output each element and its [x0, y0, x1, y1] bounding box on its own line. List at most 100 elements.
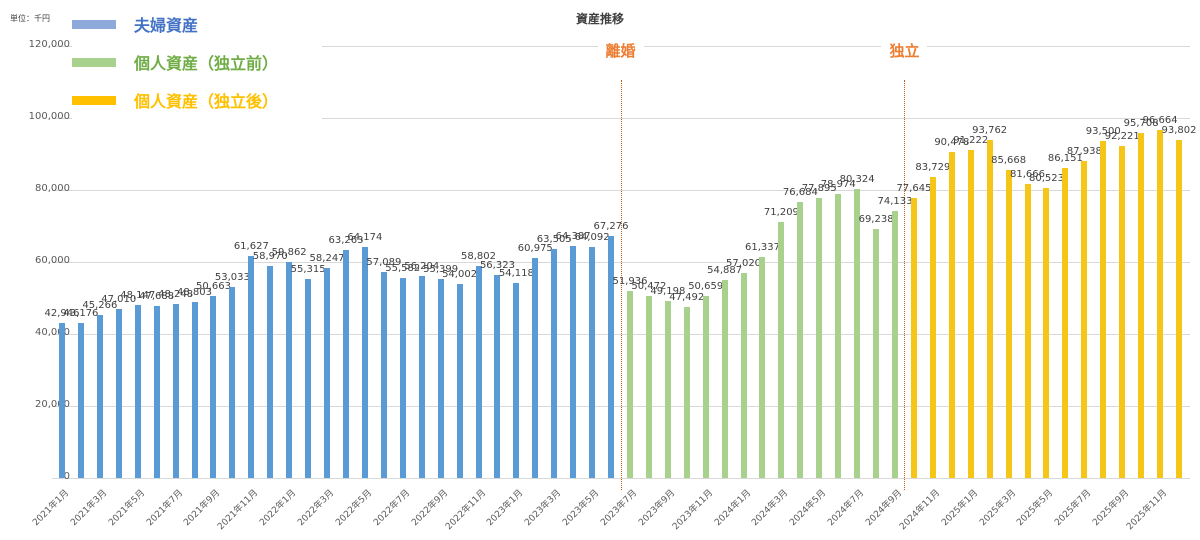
event-divider-line	[904, 80, 906, 490]
bar	[759, 257, 766, 478]
data-label: 54,887	[707, 265, 743, 277]
bar	[1043, 188, 1050, 478]
data-label: 64,092	[574, 232, 610, 244]
data-label: 56,323	[479, 260, 515, 272]
data-label: 85,668	[991, 154, 1027, 166]
y-tick-label: 120,000	[28, 39, 70, 50]
bar	[532, 258, 539, 478]
data-label: 81,666	[1010, 169, 1046, 180]
data-label: 54,002	[442, 268, 478, 280]
data-label: 96,664	[1142, 115, 1178, 126]
data-label: 48,248	[158, 289, 194, 301]
bar	[115, 308, 122, 478]
data-label: 93,762	[972, 125, 1008, 137]
data-label: 50,472	[631, 281, 667, 293]
bar	[740, 272, 747, 478]
unit-label: 単位：千円	[10, 14, 50, 23]
data-label: 90,478	[934, 137, 970, 149]
bar	[967, 149, 974, 478]
bar	[361, 246, 368, 478]
data-label: 83,729	[915, 161, 951, 173]
data-label: 58,802	[461, 251, 496, 263]
data-label: 57,089	[366, 257, 402, 269]
bar	[342, 250, 349, 478]
bar	[380, 272, 387, 478]
bar	[172, 304, 179, 478]
bar	[267, 265, 274, 478]
data-label: 45,266	[82, 300, 118, 312]
data-label: 69,238	[858, 213, 894, 225]
data-label: 43,176	[63, 307, 99, 319]
legend-swatch-icon	[72, 19, 116, 29]
bar	[191, 302, 198, 478]
data-label: 57,020	[726, 257, 762, 269]
data-label: 55,399	[423, 263, 459, 275]
bar	[778, 221, 785, 478]
data-label: 93,500	[1085, 126, 1121, 138]
data-label: 54,118	[498, 268, 534, 280]
y-tick-label: 20,000	[35, 399, 70, 410]
bar	[77, 322, 84, 478]
data-label: 49,198	[650, 285, 686, 297]
bar	[1138, 133, 1145, 478]
legend-label: 個人資産（独立前）	[134, 54, 279, 73]
bar	[683, 307, 690, 478]
bar	[286, 262, 293, 478]
data-label: 61,337	[744, 242, 780, 254]
bar	[1157, 130, 1164, 478]
bar	[229, 287, 236, 478]
bar	[664, 300, 671, 478]
data-label: 60,975	[517, 243, 553, 255]
bar	[1100, 141, 1107, 478]
y-tick-label: 40,000	[35, 327, 70, 338]
bar	[494, 275, 501, 478]
data-label: 55,315	[290, 263, 326, 275]
data-label: 51,936	[612, 276, 648, 288]
bar	[1005, 169, 1012, 478]
legend-item: 個人資産（独立後）	[72, 88, 278, 112]
bar	[1081, 161, 1088, 478]
data-label: 95,708	[1123, 118, 1159, 130]
data-label: 59,862	[271, 247, 307, 259]
data-label: 50,659	[688, 280, 724, 292]
data-label: 61,627	[233, 241, 269, 253]
y-tick-label: 60,000	[35, 255, 70, 266]
legend-swatch-icon	[72, 95, 116, 105]
data-label: 86,151	[1047, 152, 1083, 164]
bar	[702, 295, 709, 478]
bar	[570, 246, 577, 478]
y-tick-label: 80,000	[35, 183, 70, 194]
bar	[513, 283, 520, 478]
bar	[96, 315, 103, 478]
bar	[1062, 167, 1069, 478]
event-label: 独立	[881, 40, 928, 61]
bar	[626, 291, 633, 478]
data-label: 50,663	[195, 280, 231, 292]
data-label: 48,147	[120, 289, 156, 301]
data-label: 47,688	[139, 291, 175, 303]
data-label: 47,010	[101, 293, 137, 305]
bar	[1024, 184, 1031, 478]
data-label: 67,276	[593, 220, 629, 232]
bar	[324, 268, 331, 478]
event-label: 離婚	[597, 40, 644, 61]
bar	[134, 304, 141, 478]
y-tick-label: 100,000	[28, 111, 70, 122]
bar	[475, 266, 482, 478]
bar	[816, 197, 823, 478]
data-label: 58,970	[252, 250, 288, 262]
legend-item: 個人資産（独立前）	[72, 50, 278, 74]
bar	[721, 280, 728, 478]
bar	[456, 283, 463, 478]
y-tick-label: 0	[63, 471, 70, 482]
bar	[1176, 140, 1182, 478]
data-label: 92,221	[1104, 131, 1140, 142]
bar	[1119, 146, 1126, 478]
data-label: 63,263	[328, 235, 364, 247]
chart-title: 資産推移	[575, 12, 624, 26]
data-label: 80,523	[1028, 173, 1064, 185]
data-label: 42,946	[44, 308, 80, 320]
data-label: 87,938	[1066, 146, 1102, 158]
bar	[418, 275, 425, 478]
bar	[437, 278, 444, 478]
